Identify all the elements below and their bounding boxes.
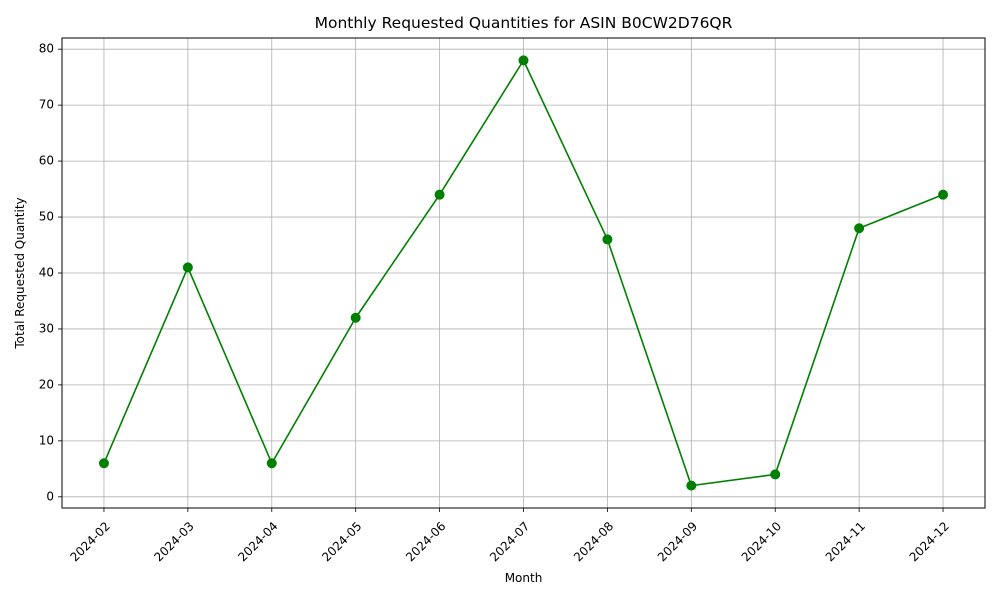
- x-tick-label: 2024-06: [403, 519, 448, 564]
- y-tick-label: 40: [39, 266, 54, 280]
- y-tick-label: 30: [39, 321, 54, 335]
- marker-layer: [98, 55, 949, 491]
- y-tick-label: 80: [39, 42, 54, 56]
- data-point-2024-04: [266, 458, 277, 469]
- x-axis-label: Month: [505, 571, 543, 585]
- y-tick-label: 20: [39, 377, 54, 391]
- data-point-2024-05: [350, 312, 361, 323]
- y-tick-label: 70: [39, 98, 54, 112]
- y-tick-layer: 0 10 20 30 40 50 60 70 80: [39, 42, 62, 503]
- data-point-2024-07: [518, 55, 529, 66]
- y-tick-label: 10: [39, 433, 54, 447]
- x-tick-label: 2024-03: [151, 519, 196, 564]
- grid-layer: [62, 38, 985, 508]
- data-point-2024-10: [770, 469, 781, 480]
- data-point-2024-03: [182, 262, 193, 273]
- data-point-2024-11: [854, 223, 865, 234]
- y-tick-label: 60: [39, 154, 54, 168]
- data-point-2024-08: [602, 234, 613, 245]
- data-point-2024-06: [434, 189, 445, 200]
- x-tick-label: 2024-10: [739, 519, 784, 564]
- x-tick-label: 2024-12: [907, 519, 952, 564]
- x-tick-layer: 2024-02 2024-03 2024-04 2024-05 2024-06 2024-…: [67, 508, 952, 564]
- x-tick-label: 2024-09: [655, 519, 700, 564]
- data-point-2024-09: [686, 480, 697, 491]
- x-tick-label: 2024-05: [319, 519, 364, 564]
- data-point-2024-12: [938, 189, 949, 200]
- x-tick-label: 2024-04: [235, 519, 280, 564]
- y-axis-label: Total Requested Quantity: [13, 197, 27, 349]
- x-tick-label: 2024-08: [571, 519, 616, 564]
- chart-title: Monthly Requested Quantities for ASIN B0…: [315, 14, 733, 32]
- x-tick-label: 2024-07: [487, 519, 532, 564]
- x-tick-label: 2024-02: [67, 519, 112, 564]
- y-tick-label: 0: [46, 489, 54, 503]
- y-tick-label: 50: [39, 210, 54, 224]
- data-point-2024-02: [98, 458, 109, 469]
- x-tick-label: 2024-11: [823, 519, 868, 564]
